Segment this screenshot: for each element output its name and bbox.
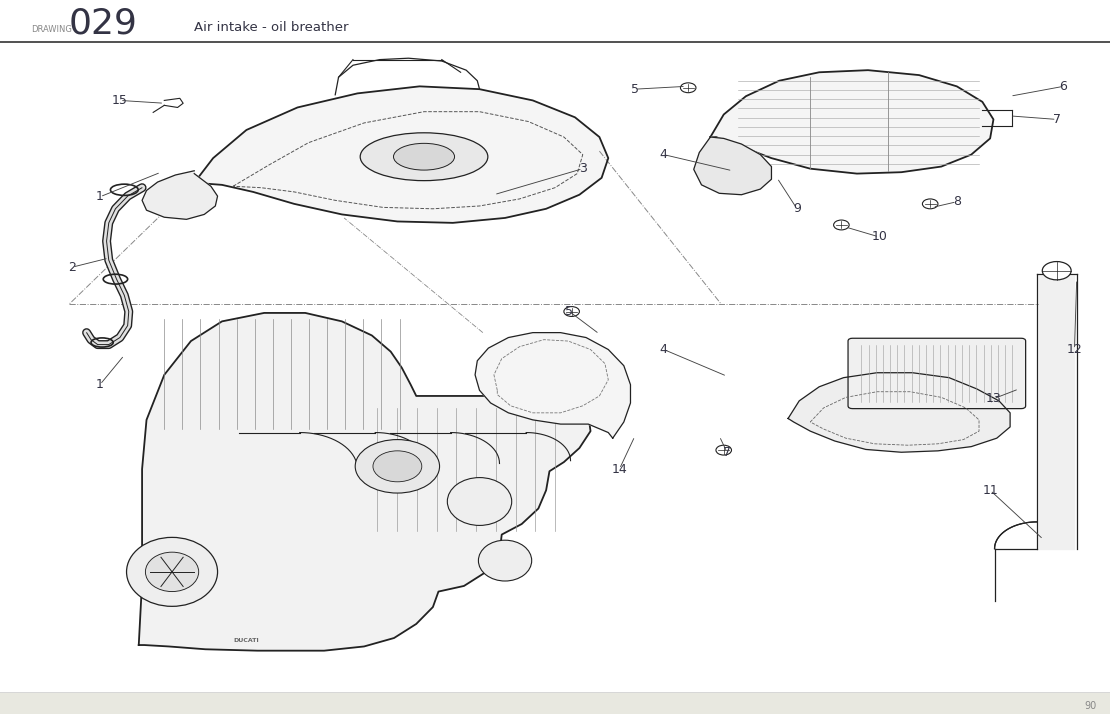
Text: 12: 12 (1067, 343, 1082, 356)
Ellipse shape (127, 538, 218, 606)
Ellipse shape (447, 478, 512, 526)
Text: 4: 4 (659, 343, 668, 356)
Polygon shape (142, 171, 218, 219)
Polygon shape (710, 70, 993, 174)
FancyBboxPatch shape (848, 338, 1026, 408)
Text: 3: 3 (578, 162, 587, 175)
Polygon shape (139, 313, 591, 650)
Text: DRAWING: DRAWING (31, 24, 72, 34)
Circle shape (716, 446, 731, 455)
Ellipse shape (478, 540, 532, 581)
Text: 90: 90 (1084, 701, 1097, 711)
Circle shape (834, 220, 849, 230)
Polygon shape (694, 137, 771, 195)
Text: Air intake - oil breather: Air intake - oil breather (194, 21, 349, 34)
Text: 13: 13 (986, 392, 1001, 406)
Polygon shape (475, 333, 630, 438)
Text: DUCATI: DUCATI (233, 638, 260, 643)
Ellipse shape (145, 552, 199, 592)
Circle shape (564, 306, 579, 316)
Text: 9: 9 (793, 202, 801, 216)
Text: 1: 1 (95, 378, 104, 391)
Circle shape (373, 451, 422, 482)
Text: 4: 4 (659, 148, 668, 161)
Circle shape (922, 199, 938, 208)
Text: 5: 5 (565, 305, 574, 318)
Text: 15: 15 (112, 94, 128, 107)
Circle shape (1042, 261, 1071, 280)
Ellipse shape (360, 133, 488, 181)
Text: 8: 8 (952, 195, 961, 208)
Text: 11: 11 (982, 484, 998, 497)
Text: 14: 14 (612, 463, 627, 476)
Text: 7: 7 (1052, 113, 1061, 126)
Text: 2: 2 (68, 261, 77, 273)
Text: 5: 5 (630, 83, 639, 96)
Circle shape (680, 83, 696, 93)
Ellipse shape (394, 144, 455, 170)
Polygon shape (788, 373, 1010, 452)
Circle shape (355, 440, 440, 493)
Text: 10: 10 (871, 231, 887, 243)
Polygon shape (194, 86, 608, 223)
Text: 6: 6 (1059, 80, 1068, 93)
FancyBboxPatch shape (0, 693, 1110, 714)
Text: 7: 7 (723, 446, 731, 459)
Text: 1: 1 (95, 191, 104, 203)
Text: 029: 029 (69, 6, 138, 41)
